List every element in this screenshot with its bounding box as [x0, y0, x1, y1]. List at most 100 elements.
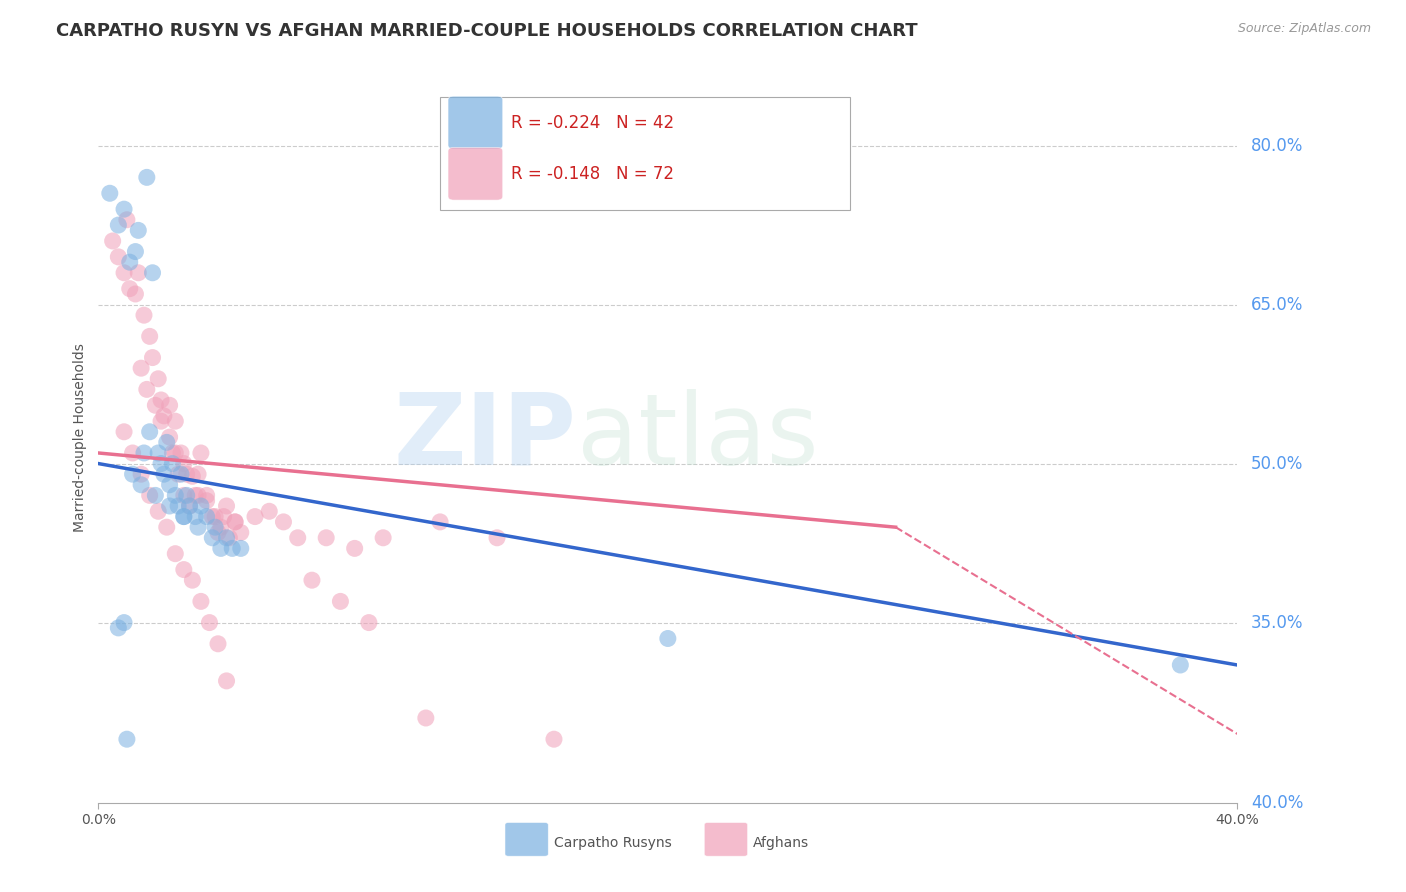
Point: [179, 499, 201, 513]
Point: [132, 446, 155, 460]
Point: [243, 509, 266, 524]
Point: [543, 732, 565, 747]
Point: [209, 520, 232, 534]
Point: [165, 488, 187, 502]
Point: [107, 621, 129, 635]
Point: [159, 477, 181, 491]
Point: [153, 409, 176, 423]
Point: [118, 255, 141, 269]
Text: 65.0%: 65.0%: [1251, 295, 1303, 314]
Text: 80.0%: 80.0%: [1251, 136, 1303, 154]
Point: [176, 488, 198, 502]
Point: [179, 499, 201, 513]
Point: [148, 504, 170, 518]
Point: [187, 520, 209, 534]
Point: [207, 637, 229, 651]
Point: [145, 488, 167, 502]
Point: [115, 212, 138, 227]
FancyBboxPatch shape: [505, 822, 548, 856]
Point: [204, 509, 226, 524]
Point: [121, 467, 143, 482]
Point: [176, 467, 198, 482]
FancyBboxPatch shape: [449, 147, 503, 200]
Point: [138, 329, 160, 343]
Point: [273, 515, 295, 529]
Point: [148, 372, 170, 386]
Point: [165, 547, 187, 561]
Point: [184, 509, 207, 524]
Text: atlas: atlas: [576, 389, 818, 485]
Point: [224, 515, 246, 529]
Point: [141, 351, 163, 365]
Point: [135, 170, 157, 185]
Point: [373, 531, 395, 545]
Point: [343, 541, 366, 556]
Point: [162, 457, 184, 471]
Point: [141, 266, 163, 280]
Point: [173, 563, 195, 577]
Point: [150, 457, 173, 471]
Point: [162, 446, 184, 460]
Point: [195, 493, 218, 508]
Point: [173, 457, 195, 471]
Point: [129, 361, 152, 376]
Text: ZIP: ZIP: [394, 389, 576, 485]
Point: [195, 509, 218, 524]
Point: [127, 223, 149, 237]
Point: [167, 499, 190, 513]
Point: [221, 541, 243, 556]
Point: [107, 218, 129, 232]
Point: [98, 186, 121, 201]
Point: [118, 282, 141, 296]
Point: [138, 488, 160, 502]
Point: [173, 509, 195, 524]
Point: [112, 266, 135, 280]
Point: [181, 469, 204, 483]
Text: Carpatho Rusyns: Carpatho Rusyns: [554, 836, 672, 850]
Point: [148, 446, 170, 460]
Point: [112, 202, 135, 216]
Point: [121, 446, 143, 460]
Point: [129, 467, 152, 482]
Point: [357, 615, 380, 630]
Point: [215, 673, 238, 688]
Point: [124, 244, 146, 259]
Text: 35.0%: 35.0%: [1251, 614, 1303, 632]
Point: [170, 467, 193, 482]
Point: [181, 573, 204, 587]
FancyBboxPatch shape: [449, 96, 503, 149]
Point: [209, 541, 232, 556]
Point: [127, 266, 149, 280]
Point: [112, 615, 135, 630]
Point: [201, 509, 224, 524]
Point: [165, 414, 187, 428]
Point: [170, 446, 193, 460]
Point: [259, 504, 281, 518]
Text: 50.0%: 50.0%: [1251, 455, 1303, 473]
Text: R = -0.148   N = 72: R = -0.148 N = 72: [510, 165, 673, 183]
Point: [224, 515, 246, 529]
Point: [159, 499, 181, 513]
FancyBboxPatch shape: [704, 822, 748, 856]
Point: [129, 477, 152, 491]
Point: [198, 615, 221, 630]
Point: [184, 488, 207, 502]
Text: 40.0%: 40.0%: [1251, 794, 1303, 812]
Point: [159, 430, 181, 444]
Text: Afghans: Afghans: [754, 836, 810, 850]
Point: [315, 531, 337, 545]
Point: [415, 711, 437, 725]
Point: [1170, 658, 1192, 673]
Point: [657, 632, 679, 646]
Point: [301, 573, 323, 587]
Point: [215, 499, 238, 513]
Y-axis label: Married-couple Households: Married-couple Households: [73, 343, 87, 532]
Point: [204, 520, 226, 534]
Point: [229, 541, 252, 556]
Point: [101, 234, 124, 248]
Point: [138, 425, 160, 439]
Point: [173, 509, 195, 524]
Point: [112, 425, 135, 439]
Point: [201, 531, 224, 545]
Point: [218, 531, 240, 545]
